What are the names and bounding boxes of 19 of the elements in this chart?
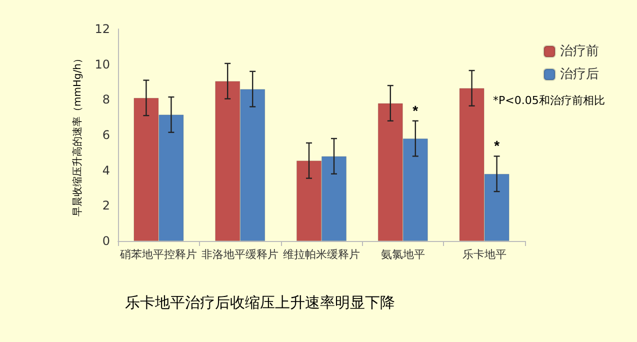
y-tick-label: 10 <box>94 57 110 72</box>
annotation: * <box>412 102 419 118</box>
x-tick-label: 氨氯地平 <box>380 248 425 261</box>
x-tick-label: 乐卡地平 <box>462 248 506 261</box>
annotation: * <box>494 138 500 154</box>
legend-label: 治疗后 <box>560 67 599 82</box>
y-tick-label: 12 <box>94 22 110 36</box>
annotation: *P<0.05和治疗前相比 <box>493 94 605 107</box>
y-tick-label: 2 <box>102 198 110 213</box>
x-tick-label: 维拉帕米缓释片 <box>283 248 360 261</box>
text: 乐卡地平治疗后收缩压上升速率明显下降 <box>125 294 395 312</box>
legend-label: 治疗前 <box>560 44 599 59</box>
x-tick-label: 硝苯地平控释片 <box>119 248 198 261</box>
y-tick-label: 6 <box>102 128 110 142</box>
y-tick-label: 8 <box>102 92 110 107</box>
y-tick-label: 4 <box>102 163 110 178</box>
x-tick-label: 非洛地平缓释片 <box>202 248 279 261</box>
y-axis-title: 早晨收缩压升高的速率（mmHg/h） <box>72 53 84 217</box>
y-tick-label: 0 <box>102 234 110 248</box>
